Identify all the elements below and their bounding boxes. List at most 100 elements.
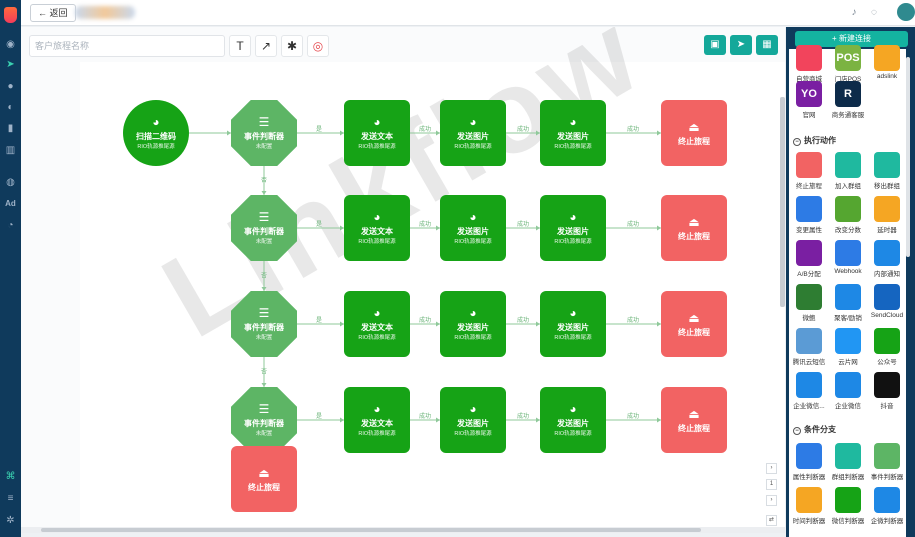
branches-item[interactable]: 属性判断器	[790, 443, 828, 481]
connectors-item[interactable]: 自营商城	[790, 45, 828, 83]
arrow-tool-icon[interactable]: ↗	[255, 35, 277, 57]
target-icon[interactable]: ◎	[307, 35, 329, 57]
node-send-image[interactable]: ◕ 发送图片 RIO轨源推尾源	[540, 100, 606, 166]
ad-icon[interactable]: Ad	[5, 199, 16, 208]
branches-item[interactable]: 企微判断器	[868, 487, 906, 525]
node-subtitle: RIO轨源推尾源	[358, 239, 396, 245]
node-send-image[interactable]: ◕ 发送图片 RIO轨源推尾源	[440, 387, 506, 453]
node-send-text[interactable]: ◕ 发送文本 RIO轨源推尾源	[344, 195, 410, 261]
edge-arrowhead	[536, 321, 540, 327]
scroll-thumb[interactable]	[41, 528, 701, 532]
actions-item[interactable]: 变更属性	[790, 196, 828, 234]
section-actions[interactable]: − 执行动作	[793, 135, 836, 146]
menu-icon[interactable]: ≡	[7, 493, 14, 504]
text-tool-icon[interactable]: T	[229, 35, 251, 57]
node-send-image[interactable]: ◕ 发送图片 RIO轨源推尾源	[440, 195, 506, 261]
node-event-judge[interactable]: ☰ 事件判断器 未配置	[231, 100, 297, 166]
connectors-label: 商务通客服	[831, 112, 865, 119]
actions-item[interactable]: SendCloud	[868, 284, 906, 319]
users-icon[interactable]: ◐	[7, 102, 14, 113]
node-event-judge[interactable]: ☰ 事件判断器 未配置	[231, 387, 297, 453]
actions-item[interactable]: 云片网	[829, 328, 867, 366]
journey-icon[interactable]: ➤	[6, 59, 15, 70]
actions-item[interactable]: 终止旅程	[790, 152, 828, 190]
branches-item[interactable]: 群组判断器	[829, 443, 867, 481]
hourglass-icon	[874, 196, 900, 222]
actions-item[interactable]: 企业微信...	[790, 372, 828, 410]
actions-item[interactable]: Webhook	[829, 240, 867, 275]
node-end-journey[interactable]: ⏏ 终止旅程	[661, 195, 727, 261]
connectors-item[interactable]: R 商务通客服	[829, 81, 867, 119]
actions-item[interactable]: 腾讯云短信	[790, 328, 828, 366]
vertical-scrollbar[interactable]	[780, 97, 785, 307]
node-subtitle: RIO轨源推尾源	[454, 144, 492, 150]
horizontal-scrollbar[interactable]	[21, 527, 785, 533]
collapse-icon[interactable]: −	[793, 138, 801, 146]
actions-item[interactable]: 公众号	[868, 328, 906, 366]
chat-icon[interactable]: ◍	[6, 177, 15, 188]
scroll-right-icon[interactable]: ›	[766, 463, 777, 474]
save-icon[interactable]: ▣	[704, 35, 726, 55]
node-end-journey[interactable]: ⏏ 终止旅程	[661, 291, 727, 357]
node-subtitle: RIO轨源推尾源	[554, 335, 592, 341]
user-icon[interactable]: ●	[7, 81, 14, 92]
analytics-icon[interactable]: ▥	[5, 145, 16, 156]
actions-item[interactable]: 移出群组	[868, 152, 906, 190]
refresh-icon[interactable]: ◔	[7, 220, 14, 231]
app-icon[interactable]: ⌘	[5, 471, 16, 482]
connectors-item[interactable]: adslink	[868, 45, 906, 80]
node-send-text[interactable]: ◕ 发送文本 RIO轨源推尾源	[344, 291, 410, 357]
notification-bell-icon[interactable]: ♪	[851, 7, 857, 18]
node-send-text[interactable]: ◕ 发送文本 RIO轨源推尾源	[344, 100, 410, 166]
edge-label-success: 成功	[517, 412, 529, 420]
layout-icon[interactable]: ▦	[756, 35, 778, 55]
node-send-image[interactable]: ◕ 发送图片 RIO轨源推尾源	[540, 195, 606, 261]
service-icon: R	[835, 81, 861, 107]
bookmark-icon[interactable]: ▮	[7, 123, 14, 134]
settings-icon[interactable]: ✲	[6, 515, 15, 526]
node-end-journey[interactable]: ⏏ 终止旅程	[661, 100, 727, 166]
connectors-item[interactable]: YO 官网	[790, 81, 828, 119]
branches-item[interactable]: 事件判断器	[868, 443, 906, 481]
message-icon[interactable]: ◌	[871, 7, 877, 18]
section-branches[interactable]: − 条件分支	[793, 424, 836, 435]
connectors-item[interactable]: POS 门店POS	[829, 45, 867, 83]
avatar[interactable]	[897, 3, 915, 21]
fit-icon[interactable]: ›	[766, 495, 777, 506]
actions-item[interactable]: 延时器	[868, 196, 906, 234]
settings-tool-icon[interactable]: ✱	[281, 35, 303, 57]
actions-item[interactable]: 微鲍	[790, 284, 828, 322]
wechat-icon: ◕	[373, 210, 381, 224]
node-send-image[interactable]: ◕ 发送图片 RIO轨源推尾源	[540, 387, 606, 453]
node-event-judge[interactable]: ☰ 事件判断器 未配置	[231, 291, 297, 357]
actions-item[interactable]: 内部通知	[868, 240, 906, 278]
node-send-image[interactable]: ◕ 发送图片 RIO轨源推尾源	[440, 291, 506, 357]
node-send-image[interactable]: ◕ 发送图片 RIO轨源推尾源	[540, 291, 606, 357]
expand-icon[interactable]: ⇄	[766, 515, 777, 526]
dashboard-icon[interactable]: ◉	[6, 39, 15, 50]
actions-item[interactable]: 改变分数	[829, 196, 867, 234]
journey-canvas[interactable]: T ↗ ✱ ◎ ▣ ➤ ▦ Linkflow 是成功成功成功否是成功成功成功否是…	[21, 27, 785, 533]
node-scan-qrcode[interactable]: ◕ 扫描二维码 RIO轨源推尾源	[123, 100, 189, 166]
page-one-icon[interactable]: 1	[766, 479, 777, 490]
node-send-image[interactable]: ◕ 发送图片 RIO轨源推尾源	[440, 100, 506, 166]
panel-scrollbar[interactable]	[906, 57, 910, 257]
actions-item[interactable]: 企业微信	[829, 372, 867, 410]
journey-name-input[interactable]	[29, 35, 225, 57]
actions-item[interactable]: 加入群组	[829, 152, 867, 190]
node-event-judge[interactable]: ☰ 事件判断器 未配置	[231, 195, 297, 261]
node-end-journey[interactable]: ⏏ 终止旅程	[231, 446, 297, 512]
node-send-text[interactable]: ◕ 发送文本 RIO轨源推尾源	[344, 387, 410, 453]
branches-item[interactable]: 微信判断器	[829, 487, 867, 525]
new-connection-button[interactable]: + 新建连接	[795, 31, 908, 47]
actions-item[interactable]: 聚客/励销	[829, 284, 867, 322]
actions-item[interactable]: 抖音	[868, 372, 906, 410]
edge-label-success: 成功	[517, 316, 529, 324]
collapse-icon[interactable]: −	[793, 427, 801, 435]
actions-item[interactable]: A/B分配	[790, 240, 828, 278]
wechat-icon: ◕	[569, 306, 577, 320]
node-end-journey[interactable]: ⏏ 终止旅程	[661, 387, 727, 453]
back-button[interactable]: ← 返回	[30, 4, 76, 22]
branches-item[interactable]: 时间判断器	[790, 487, 828, 525]
publish-icon[interactable]: ➤	[730, 35, 752, 55]
